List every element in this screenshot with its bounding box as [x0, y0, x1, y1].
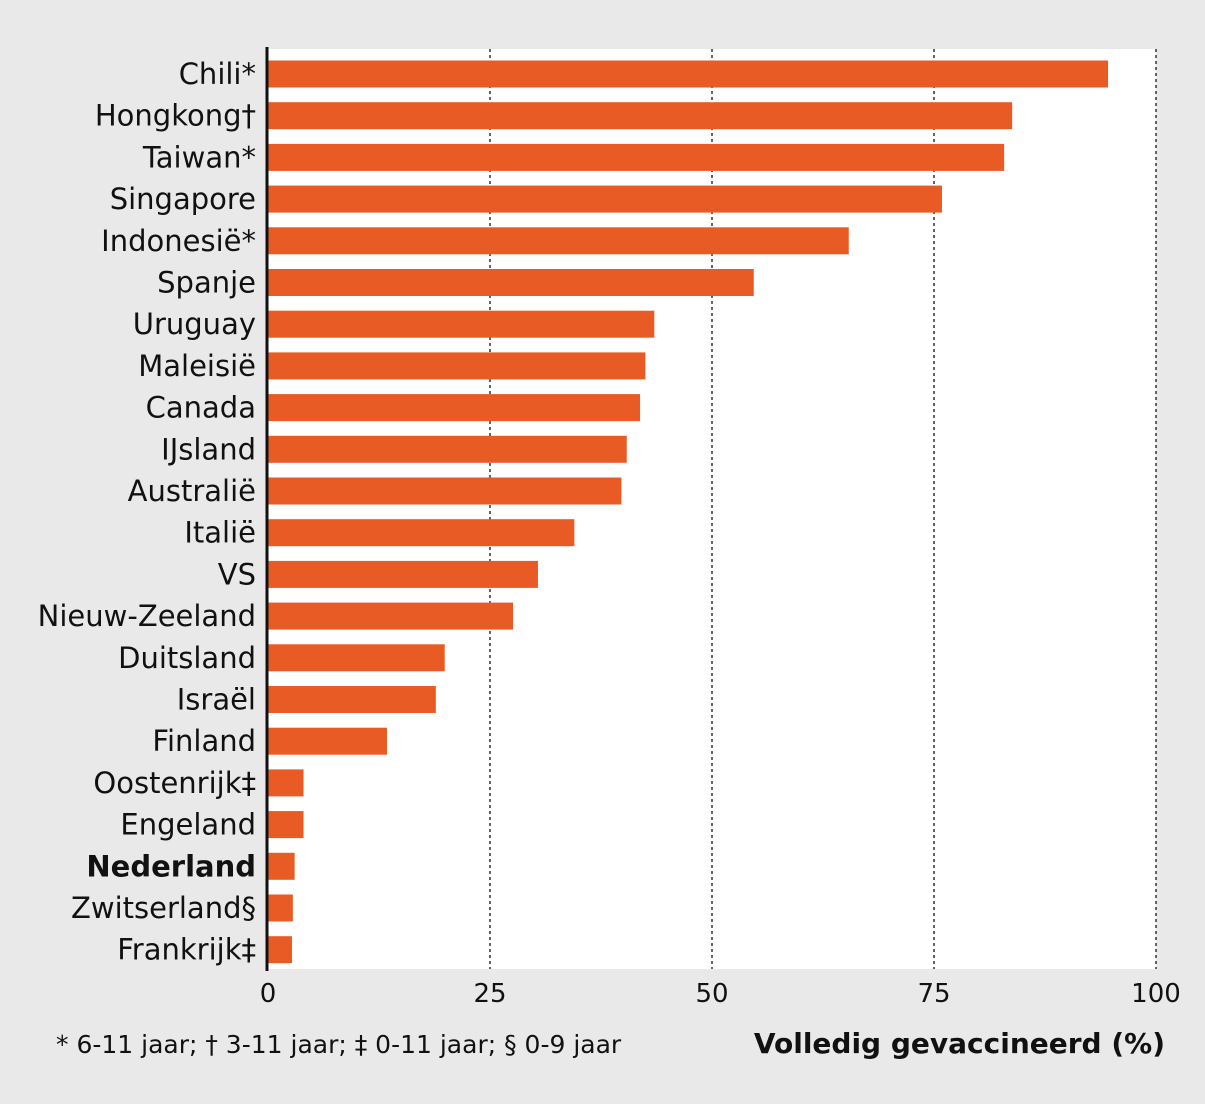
bar — [268, 728, 387, 755]
bar — [268, 102, 1012, 129]
bar — [268, 436, 627, 463]
category-label: Maleisië — [138, 349, 256, 383]
x-tick-label: 50 — [695, 979, 728, 1009]
category-label: Israël — [177, 683, 256, 717]
x-axis-title: Volledig gevaccineerd (%) — [754, 1027, 1165, 1060]
bar — [268, 269, 754, 296]
bar — [268, 144, 1004, 171]
category-label: Oostenrijk‡ — [93, 766, 256, 800]
bar — [268, 811, 304, 838]
x-tick-labels: 0 25 50 75 100 — [260, 979, 1181, 1009]
bar — [268, 394, 640, 421]
category-label: Nieuw-Zeeland — [38, 599, 256, 633]
category-label: Australië — [128, 474, 256, 508]
category-label: Chili* — [179, 57, 256, 91]
category-label: Finland — [152, 724, 256, 758]
category-label: Zwitserland§ — [71, 891, 256, 925]
bar — [268, 478, 621, 505]
bar — [268, 936, 292, 963]
category-label: Frankrijk‡ — [117, 933, 256, 967]
bar — [268, 186, 942, 213]
bar — [268, 603, 513, 630]
footnote: * 6-11 jaar; † 3-11 jaar; ‡ 0-11 jaar; §… — [56, 1030, 622, 1059]
category-labels: Chili* Hongkong† Taiwan* Singapore Indonesië… — [38, 57, 256, 967]
category-label: Indonesië* — [101, 224, 256, 258]
category-label: Spanje — [157, 266, 256, 300]
category-label: Nederland — [86, 849, 256, 883]
x-tick-label: 75 — [917, 979, 950, 1009]
bar — [268, 769, 304, 796]
bar — [268, 686, 436, 713]
x-tick-label: 25 — [473, 979, 506, 1009]
bar — [268, 311, 654, 338]
bar — [268, 352, 645, 379]
bar — [268, 561, 538, 588]
category-label: Canada — [146, 391, 256, 425]
x-tick-label: 100 — [1131, 979, 1181, 1009]
category-label: Engeland — [120, 808, 256, 842]
category-label: Uruguay — [133, 307, 256, 341]
bar — [268, 895, 293, 922]
category-label: VS — [218, 557, 256, 591]
category-label: Italië — [184, 516, 256, 550]
category-label: Hongkong† — [95, 99, 256, 133]
category-label: Taiwan* — [142, 140, 256, 174]
bar — [268, 519, 574, 546]
category-label: Duitsland — [118, 641, 256, 675]
category-label: IJsland — [161, 432, 256, 466]
bar — [268, 644, 445, 671]
bar — [268, 227, 849, 254]
bar — [268, 853, 295, 880]
bar — [268, 61, 1108, 88]
category-label: Singapore — [110, 182, 256, 216]
x-tick-label: 0 — [260, 979, 277, 1009]
